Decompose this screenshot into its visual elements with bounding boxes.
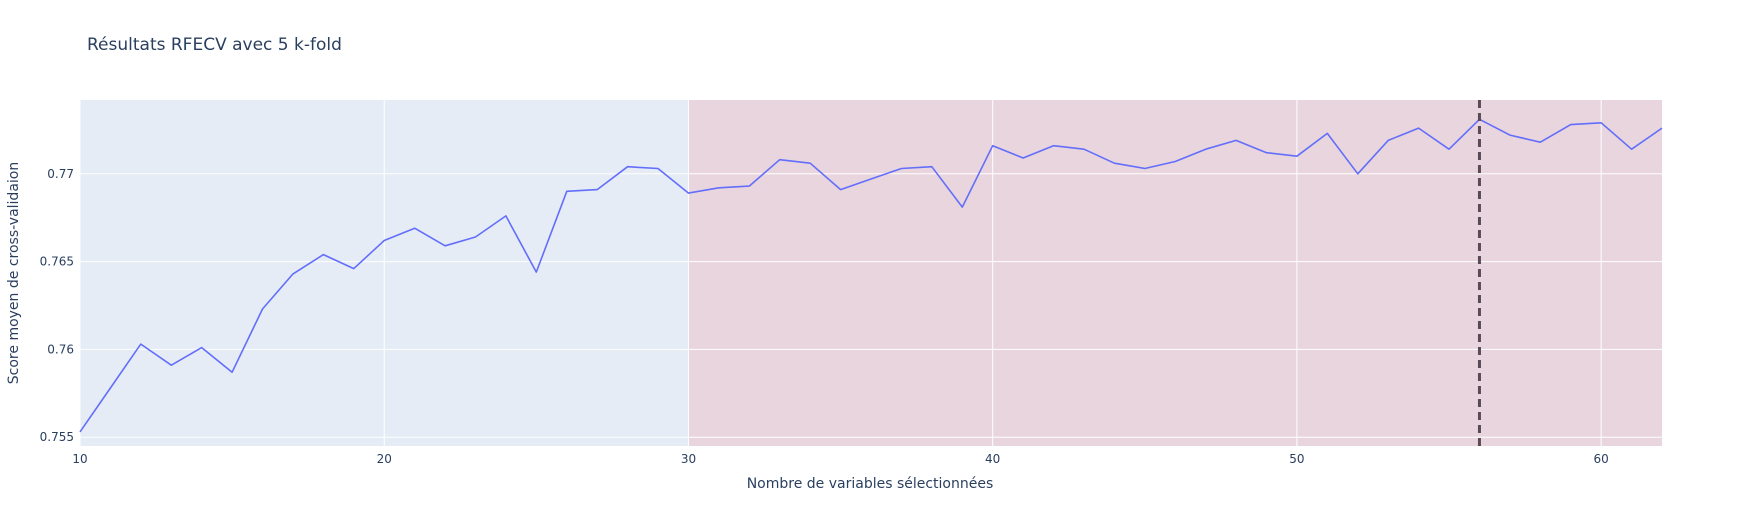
data-point — [77, 429, 83, 435]
data-point — [290, 271, 296, 277]
data-point — [381, 238, 387, 244]
y-tick-label: 0.76 — [47, 342, 74, 356]
x-axis-ticks: 10 20 30 40 50 60 — [72, 452, 1608, 466]
data-point — [1568, 122, 1574, 128]
data-point — [442, 243, 448, 249]
data-point — [1111, 160, 1117, 166]
series-layer — [77, 118, 1665, 435]
data-point — [503, 213, 509, 219]
data-point — [473, 234, 479, 240]
chart-title: Résultats RFECV avec 5 k-fold — [87, 35, 342, 55]
data-point — [1020, 155, 1026, 161]
data-point — [351, 266, 357, 272]
data-point — [1203, 146, 1209, 152]
data-point — [716, 185, 722, 191]
data-point — [929, 164, 935, 170]
data-point — [898, 165, 904, 171]
plot-background — [80, 100, 1662, 446]
data-point — [1081, 146, 1087, 152]
data-point — [564, 188, 570, 194]
data-point — [990, 143, 996, 149]
data-point — [1507, 132, 1513, 138]
data-point — [685, 190, 691, 196]
y-tick-label: 0.765 — [40, 255, 74, 269]
y-axis-ticks: 0.755 0.76 0.765 0.77 — [40, 167, 74, 444]
data-point — [168, 362, 174, 368]
data-point — [138, 341, 144, 347]
data-point — [1051, 143, 1057, 149]
data-point — [1233, 137, 1239, 143]
y-tick-label: 0.755 — [40, 430, 74, 444]
data-point — [746, 183, 752, 189]
data-point — [1629, 146, 1635, 152]
data-point — [807, 160, 813, 166]
x-tick-label: 20 — [377, 452, 392, 466]
y-axis-label: Score moyen de cross-validaion — [6, 162, 22, 384]
data-point — [959, 204, 965, 210]
x-axis-label: Nombre de variables sélectionnées — [747, 476, 994, 492]
x-tick-label: 40 — [985, 452, 1000, 466]
gridlines — [79, 100, 1662, 446]
data-point — [1416, 125, 1422, 131]
data-point — [625, 164, 631, 170]
data-point — [1598, 120, 1604, 126]
data-point — [868, 176, 874, 182]
data-point — [229, 369, 235, 375]
shaded-region-2 — [688, 100, 1662, 446]
data-point — [655, 165, 661, 171]
data-point — [1537, 139, 1543, 145]
data-point — [777, 157, 783, 163]
x-tick-label: 50 — [1289, 452, 1304, 466]
data-point — [1324, 130, 1330, 136]
data-point — [838, 187, 844, 193]
data-point — [107, 385, 113, 391]
data-point — [260, 306, 266, 312]
data-point — [1264, 150, 1270, 156]
series-line — [79, 118, 1663, 433]
data-point — [1172, 158, 1178, 164]
data-point — [1659, 125, 1665, 131]
data-point — [199, 345, 205, 351]
data-point — [320, 252, 326, 258]
x-tick-label: 60 — [1594, 452, 1609, 466]
x-tick-label: 10 — [72, 452, 87, 466]
data-point — [533, 269, 539, 275]
data-point — [594, 187, 600, 193]
data-point — [1446, 146, 1452, 152]
data-point — [412, 225, 418, 231]
data-point — [1385, 137, 1391, 143]
data-point — [1355, 171, 1361, 177]
data-point — [1142, 165, 1148, 171]
x-tick-label: 30 — [681, 452, 696, 466]
y-tick-label: 0.77 — [47, 167, 74, 181]
data-point — [1294, 153, 1300, 159]
